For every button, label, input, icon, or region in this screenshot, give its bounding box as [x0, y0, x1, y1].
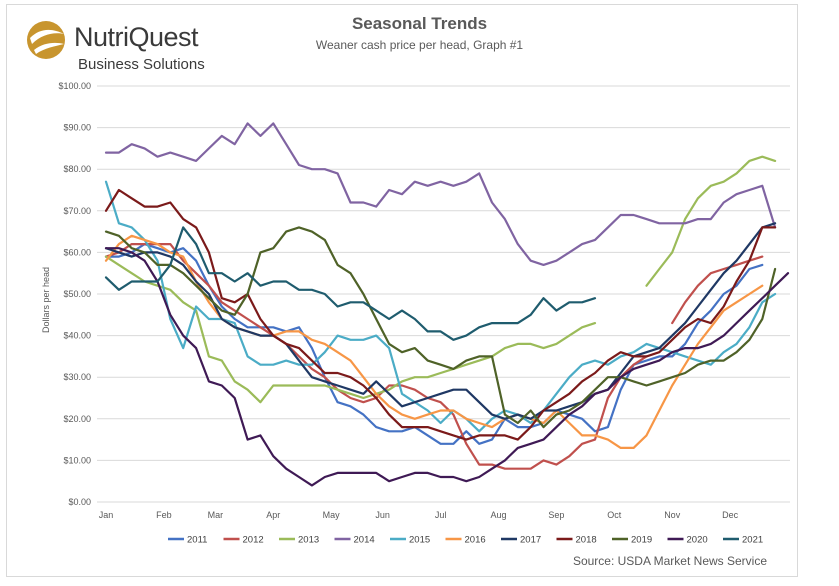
series-line-2014 [104, 122, 777, 266]
chart-subtitle: Weaner cash price per head, Graph #1 [315, 38, 524, 52]
series-line-2013 [645, 155, 777, 287]
legend-item-2019: 2019 [612, 535, 652, 546]
series-2014 [104, 122, 777, 266]
y-tick-label: $0.00 [68, 497, 91, 507]
series-line-2019 [104, 226, 777, 429]
series-2017 [104, 222, 777, 420]
y-tick-label: $40.00 [63, 331, 91, 341]
legend-item-2018: 2018 [556, 535, 597, 546]
grid-lines [97, 85, 790, 503]
legend-label: 2013 [298, 535, 319, 546]
y-tick-label: $60.00 [63, 247, 91, 257]
legend-item-2011: 2011 [168, 535, 207, 546]
legend-label: 2017 [520, 535, 541, 546]
legend-item-2020: 2020 [667, 535, 708, 546]
y-tick-label: $10.00 [63, 455, 91, 465]
legend-label: 2016 [465, 535, 486, 546]
legend-label: 2018 [576, 535, 597, 546]
axis-labels: $0.00 $10.00 $20.00 $30.00 $40.00 $50.00 $60.0… [58, 81, 738, 520]
y-axis-label: Dollars per head [41, 267, 51, 333]
y-tick-label: $50.00 [63, 289, 91, 299]
legend-item-2012: 2012 [223, 535, 264, 546]
legend-label: 2015 [409, 535, 430, 546]
legend-label: 2021 [742, 535, 763, 546]
x-tick-label: Jul [435, 510, 447, 520]
series-line-2011 [104, 243, 764, 445]
x-tick-label: Jun [375, 510, 390, 520]
y-tick-label: $90.00 [63, 123, 91, 133]
x-tick-label: Mar [208, 510, 224, 520]
legend-item-2013: 2013 [279, 535, 319, 546]
y-tick-label: $80.00 [63, 164, 91, 174]
legend-label: 2012 [243, 535, 264, 546]
x-tick-label: Jan [99, 510, 114, 520]
series-line-2016 [104, 234, 764, 449]
series-2011 [104, 243, 764, 445]
legend: 2011 2012 2013 2014 2015 2016 2017 2018 2019 2020… [168, 535, 763, 546]
series-line-2017 [104, 222, 777, 420]
legend-item-2021: 2021 [723, 535, 763, 546]
series-2018 [104, 188, 777, 441]
series-2019 [104, 226, 777, 429]
legend-item-2015: 2015 [390, 535, 430, 546]
brand-subtitle: Business Solutions [78, 56, 205, 73]
brand-name: NutriQuest [74, 22, 199, 52]
source-note: Source: USDA Market News Service [572, 554, 767, 568]
y-tick-label: $100.00 [58, 81, 91, 91]
x-tick-label: Aug [490, 510, 506, 520]
legend-item-2016: 2016 [445, 535, 486, 546]
series-line-2021 [104, 226, 597, 341]
y-tick-label: $20.00 [63, 414, 91, 424]
y-tick-label: $70.00 [63, 206, 91, 216]
x-tick-label: May [323, 510, 341, 520]
x-tick-label: Dec [722, 510, 739, 520]
y-tick-label: $30.00 [63, 372, 91, 382]
series-2020 [104, 247, 790, 487]
legend-label: 2020 [687, 535, 708, 546]
legend-label: 2014 [354, 535, 375, 546]
legend-label: 2011 [187, 535, 207, 546]
series-line-2020 [104, 247, 790, 487]
series-line-2013 [104, 255, 597, 404]
legend-label: 2019 [631, 535, 652, 546]
x-tick-label: Oct [607, 510, 622, 520]
chart-frame [6, 4, 798, 577]
series-lines [104, 122, 790, 487]
legend-item-2017: 2017 [501, 535, 541, 546]
nutriquest-logo [27, 21, 65, 59]
chart-title: Seasonal Trends [351, 14, 488, 33]
series-line-2012 [671, 255, 764, 325]
legend-item-2014: 2014 [334, 535, 375, 546]
x-tick-label: Apr [266, 510, 280, 520]
series-line-2018 [104, 188, 777, 441]
logo-swoosh-icon [30, 29, 64, 44]
series-2021 [104, 226, 597, 341]
x-tick-label: Sep [548, 510, 564, 520]
x-tick-label: Nov [664, 510, 681, 520]
x-tick-label: Feb [156, 510, 172, 520]
series-2016 [104, 234, 764, 449]
series-2013 [104, 155, 777, 404]
